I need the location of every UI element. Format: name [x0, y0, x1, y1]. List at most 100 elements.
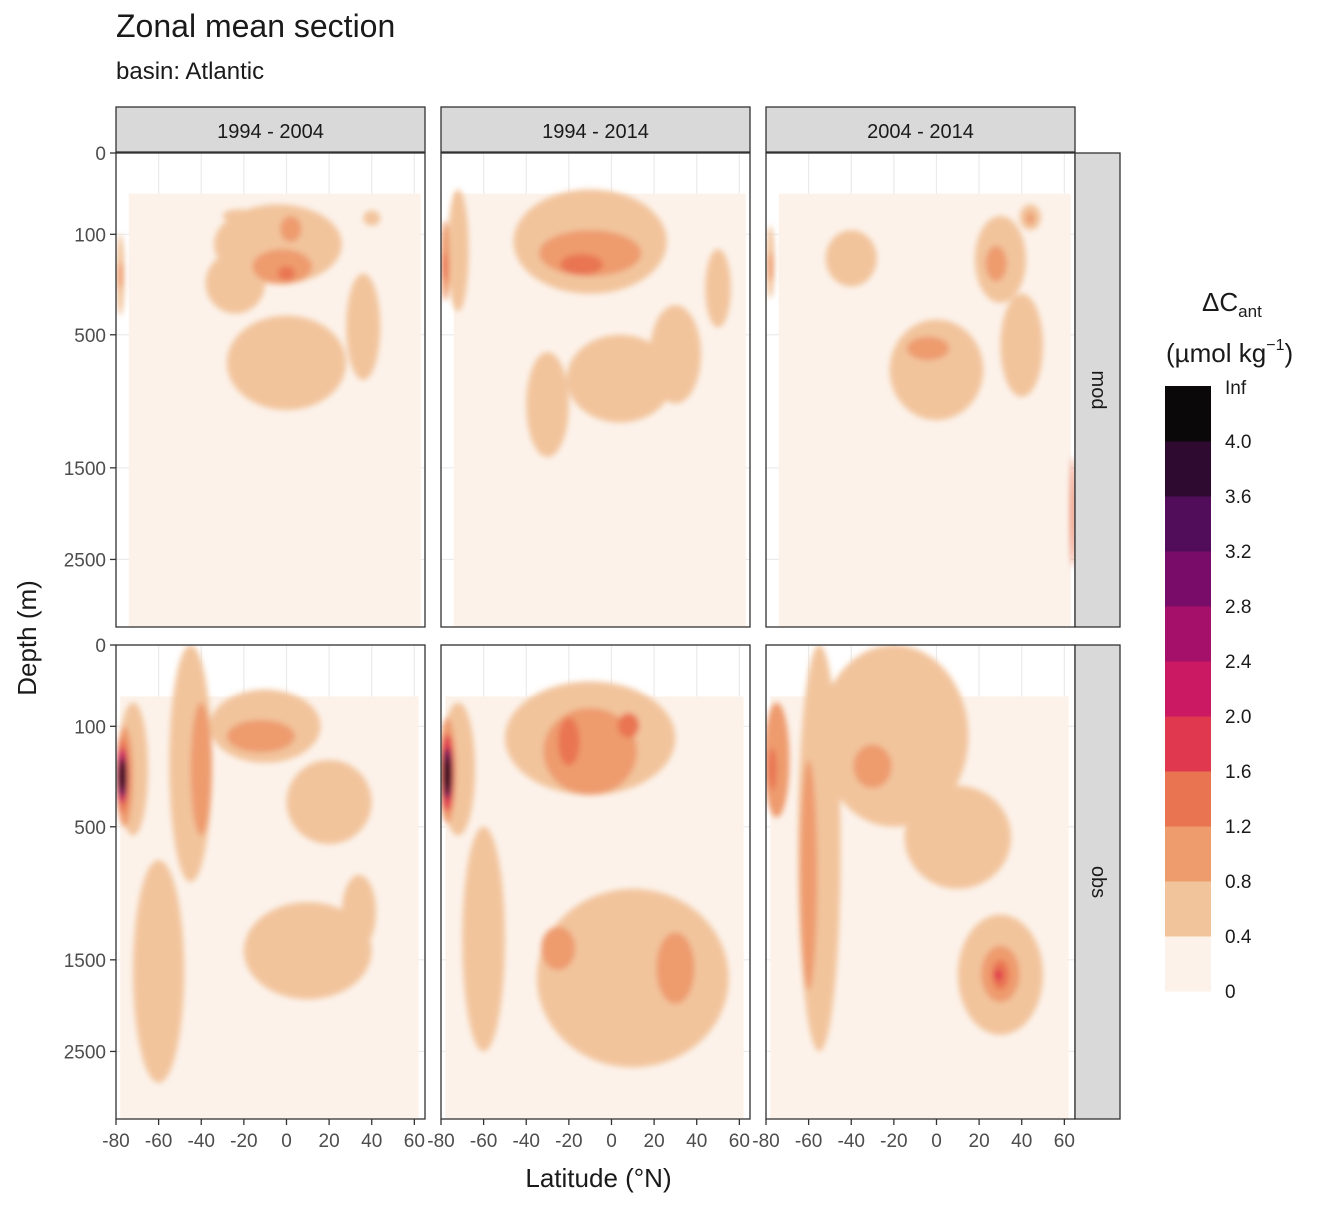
contour-blob: [560, 254, 603, 275]
contour-blob: [705, 249, 731, 328]
contour-blob: [536, 888, 729, 1068]
x-tick-label: 0: [281, 1131, 292, 1152]
legend-swatch: [1165, 826, 1211, 882]
strip-background: [1074, 644, 1121, 1120]
y-tick-label: 1500: [64, 459, 106, 480]
contour-blob: [442, 252, 448, 282]
y-tick-label: 500: [74, 818, 106, 839]
contour-blob: [346, 273, 381, 381]
facet-panel: [440, 644, 751, 1120]
panel-border: [115, 644, 426, 1120]
contour-blob: [443, 757, 452, 793]
y-tick-label: 2500: [64, 1042, 106, 1063]
contour-blob: [363, 210, 381, 226]
contour-fills: [766, 204, 1075, 568]
x-tick-label: -80: [102, 1131, 129, 1152]
legend-label: 2.0: [1225, 707, 1251, 728]
legend-swatch: [1165, 551, 1211, 607]
x-axis-title: Latitude (°N): [525, 1163, 671, 1193]
contour-blob: [205, 252, 266, 314]
contour-blob: [1070, 457, 1075, 568]
x-tick-label: 40: [686, 1131, 707, 1152]
strip-background: [1074, 152, 1121, 628]
legend-label: Inf: [1225, 378, 1247, 399]
contour-fills: [441, 681, 729, 1068]
x-tick-label: -40: [513, 1131, 540, 1152]
contour-blob: [906, 336, 950, 361]
contour-blob: [558, 717, 580, 766]
legend-swatch: [1165, 771, 1211, 827]
strip-label: mod: [1087, 371, 1109, 410]
x-tick-label: -40: [188, 1131, 215, 1152]
contour-fills: [766, 645, 1044, 1052]
legend-label: 3.2: [1225, 542, 1251, 563]
contour-blob: [447, 189, 469, 312]
contour-blob: [462, 826, 505, 1052]
y-tick-label: 2500: [64, 550, 106, 571]
contour-blob: [277, 266, 296, 281]
contour-blob: [1025, 212, 1035, 225]
x-tick-label: 20: [319, 1131, 340, 1152]
contour-blob: [222, 209, 257, 222]
contour-blob: [286, 759, 372, 845]
legend-units: (µmol kg−1): [1166, 337, 1293, 368]
contour-blob: [190, 702, 212, 836]
legend-swatch: [1165, 936, 1211, 992]
strip-label: 2004 - 2014: [867, 121, 974, 143]
y-tick-label: 1500: [64, 951, 106, 972]
x-tick-label: -20: [555, 1131, 582, 1152]
y-tick-label: 100: [74, 717, 106, 738]
x-tick-label: -80: [427, 1131, 454, 1152]
facet-strip-column: 1994 - 2004: [115, 106, 426, 153]
y-tick-label: 100: [74, 225, 106, 246]
x-tick-label: 20: [644, 1131, 665, 1152]
y-tick-label: 500: [74, 326, 106, 347]
legend-swatch: [1165, 496, 1211, 552]
contour-blob: [280, 215, 302, 243]
x-tick-label: -60: [470, 1131, 497, 1152]
contour-blob: [768, 747, 777, 791]
x-tick-label: -60: [145, 1131, 172, 1152]
contour-blob: [226, 315, 347, 411]
x-tick-label: 40: [361, 1131, 382, 1152]
contour-blob: [994, 969, 1003, 982]
legend-label: 2.8: [1225, 597, 1251, 618]
x-tick-label: -20: [880, 1131, 907, 1152]
x-tick-label: -80: [752, 1131, 779, 1152]
facet-panel: [115, 152, 426, 628]
contour-blob: [252, 249, 313, 285]
legend-swatch: [1165, 716, 1211, 772]
contour-blob: [1000, 293, 1044, 397]
y-axis-title: Depth (m): [12, 580, 42, 696]
legend-label: 1.2: [1225, 817, 1251, 838]
facet-panel: [115, 644, 426, 1120]
facet-strip-row: obs: [1074, 644, 1121, 1120]
panel-border: [115, 152, 426, 628]
x-tick-label: -60: [795, 1131, 822, 1152]
contour-blob: [766, 702, 790, 818]
facet-strip-column: 2004 - 2014: [765, 106, 1076, 153]
contour-blob: [889, 319, 984, 421]
legend-swatch: [1165, 386, 1211, 442]
contour-blob: [853, 744, 892, 789]
contour-blob: [117, 262, 123, 290]
contour-blob: [825, 230, 877, 287]
legend-swatch: [1165, 606, 1211, 662]
strip-label: 1994 - 2014: [542, 121, 649, 143]
contour-blob: [617, 713, 640, 738]
legend-label: 1.6: [1225, 762, 1251, 783]
strip-background: [440, 106, 751, 153]
panel-border: [440, 152, 751, 628]
contour-blob: [243, 902, 372, 1000]
legend: ΔCant (µmol kg−1) 0 0.4 0.8 1.2 1.6 2.0 2.4 2.8 3.…: [1165, 287, 1293, 1003]
x-tick-label: -40: [838, 1131, 865, 1152]
strip-background: [115, 106, 426, 153]
legend-label: 0.8: [1225, 872, 1251, 893]
contour-fills: [116, 204, 381, 411]
contour-blob: [226, 719, 296, 753]
x-tick-label: 60: [404, 1131, 425, 1152]
contour-blob: [985, 245, 1007, 282]
strip-background: [765, 106, 1076, 153]
page-title: Zonal mean section: [116, 8, 396, 44]
legend-label: 0: [1225, 982, 1236, 1003]
